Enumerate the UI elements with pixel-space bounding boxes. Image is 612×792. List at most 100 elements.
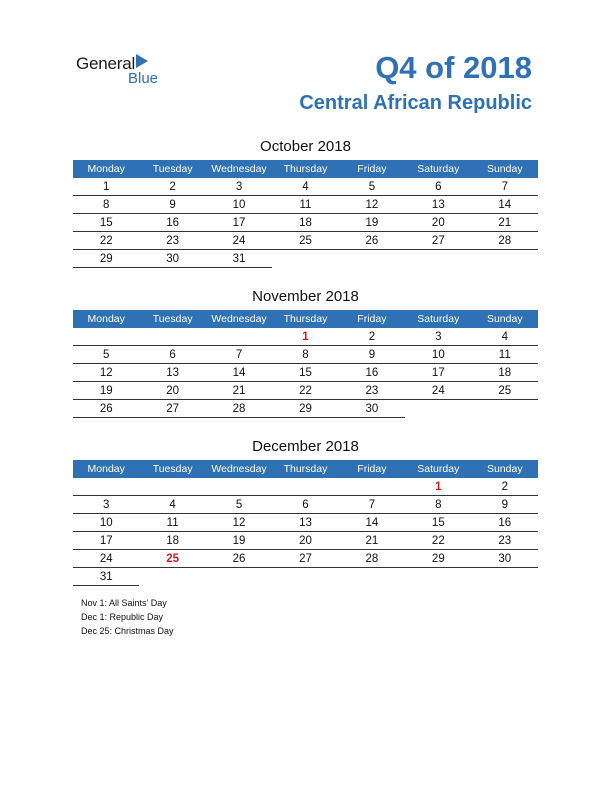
- day-cell: 27: [272, 549, 339, 568]
- flag-icon: [136, 54, 148, 68]
- day-cell: 14: [205, 363, 273, 382]
- week-row: 12 13 14 15 16 17 18: [73, 363, 538, 382]
- day-cell: 6: [405, 178, 472, 196]
- weekday-header: Monday: [73, 310, 140, 328]
- day-cell: 21: [338, 531, 406, 550]
- weekday-header: Tuesday: [139, 460, 206, 478]
- day-cell: [405, 568, 471, 586]
- week-row: 31: [73, 567, 538, 586]
- weekday-header: Friday: [338, 460, 406, 478]
- day-cell: 18: [139, 531, 206, 550]
- day-cell: 28: [471, 231, 538, 250]
- calendar-grid: Monday Tuesday Wednesday Thursday Friday Satu…: [73, 310, 538, 418]
- day-cell: 22: [73, 231, 140, 250]
- calendar-grid: Monday Tuesday Wednesday Thursday Friday Satu…: [73, 160, 538, 268]
- day-cell: 26: [73, 399, 140, 418]
- weekday-header: Friday: [338, 160, 406, 178]
- day-cell: [405, 250, 471, 268]
- weekday-header: Saturday: [405, 160, 472, 178]
- day-cell: 2: [338, 328, 406, 346]
- day-cell: 22: [272, 381, 339, 400]
- day-cell: 16: [139, 213, 206, 232]
- day-cell: 3: [205, 178, 273, 196]
- weekday-header: Wednesday: [205, 460, 273, 478]
- day-cell: 12: [73, 363, 140, 382]
- day-cell: 17: [405, 363, 472, 382]
- day-cell: 8: [73, 195, 140, 214]
- day-cell: 30: [471, 549, 538, 568]
- country-name: Central African Republic: [299, 92, 532, 114]
- day-cell: [205, 328, 273, 346]
- day-cell: [405, 400, 471, 418]
- day-cell: 21: [471, 213, 538, 232]
- day-cell: 3: [73, 495, 140, 514]
- day-cell: 12: [205, 513, 273, 532]
- day-cell: 25: [272, 231, 339, 250]
- day-cell: 18: [471, 363, 538, 382]
- day-cell: 15: [272, 363, 339, 382]
- weekday-header: Saturday: [405, 460, 472, 478]
- day-cell: 14: [338, 513, 406, 532]
- week-row: 22 23 24 25 26 27 28: [73, 231, 538, 250]
- day-cell: 25: [139, 549, 206, 568]
- day-cell: 23: [338, 381, 406, 400]
- day-cell: [139, 478, 206, 496]
- day-cell: 13: [405, 195, 472, 214]
- day-cell: 14: [471, 195, 538, 214]
- weekday-header-row: Monday Tuesday Wednesday Thursday Friday Satu…: [73, 160, 538, 178]
- day-cell: 1: [73, 178, 140, 196]
- day-cell: 1: [405, 478, 472, 496]
- week-row: 26 27 28 29 30: [73, 399, 538, 418]
- day-cell: 29: [73, 249, 140, 268]
- brand-word-blue: Blue: [128, 70, 159, 87]
- weekday-header: Saturday: [405, 310, 472, 328]
- day-cell: 4: [272, 178, 339, 196]
- day-cell: [272, 478, 339, 496]
- day-cell: 17: [205, 213, 273, 232]
- page-title: Q4 of 2018: [375, 50, 532, 85]
- day-cell: 26: [338, 231, 406, 250]
- day-cell: 20: [405, 213, 472, 232]
- week-row: 5 6 7 8 9 10 11: [73, 345, 538, 364]
- day-cell: [139, 568, 205, 586]
- day-cell: 19: [73, 381, 140, 400]
- day-cell: [73, 328, 140, 346]
- day-cell: [339, 250, 405, 268]
- week-row: 17 18 19 20 21 22 23: [73, 531, 538, 550]
- day-cell: 2: [471, 478, 538, 496]
- day-cell: 28: [205, 399, 273, 418]
- day-cell: [206, 568, 272, 586]
- day-cell: 9: [139, 195, 206, 214]
- weekday-header: Monday: [73, 460, 140, 478]
- month-november: November 2018 Monday Tuesday Wednesday Thur…: [73, 287, 538, 418]
- day-cell: 6: [272, 495, 339, 514]
- day-cell: 17: [73, 531, 140, 550]
- day-cell: 8: [272, 345, 339, 364]
- day-cell: [73, 478, 140, 496]
- day-cell: 23: [139, 231, 206, 250]
- day-cell: 31: [73, 567, 140, 586]
- day-cell: 15: [73, 213, 140, 232]
- week-row: 8 9 10 11 12 13 14: [73, 195, 538, 214]
- day-cell: 11: [139, 513, 206, 532]
- day-cell: 8: [405, 495, 472, 514]
- week-row: 15 16 17 18 19 20 21: [73, 213, 538, 232]
- day-cell: [472, 400, 538, 418]
- week-row: 10 11 12 13 14 15 16: [73, 513, 538, 532]
- day-cell: 30: [139, 249, 206, 268]
- day-cell: [272, 568, 338, 586]
- calendar-grid: Monday Tuesday Wednesday Thursday Friday Satu…: [73, 460, 538, 586]
- day-cell: 12: [338, 195, 406, 214]
- weekday-header: Thursday: [272, 160, 339, 178]
- weekday-header: Sunday: [471, 460, 538, 478]
- weekday-header: Wednesday: [205, 160, 273, 178]
- day-cell: 16: [471, 513, 538, 532]
- month-title: November 2018: [252, 288, 359, 305]
- day-cell: 29: [405, 549, 472, 568]
- day-cell: 28: [338, 549, 406, 568]
- day-cell: [205, 478, 273, 496]
- day-cell: 7: [471, 178, 538, 196]
- weekday-header: Sunday: [471, 310, 538, 328]
- week-row: 19 20 21 22 23 24 25: [73, 381, 538, 400]
